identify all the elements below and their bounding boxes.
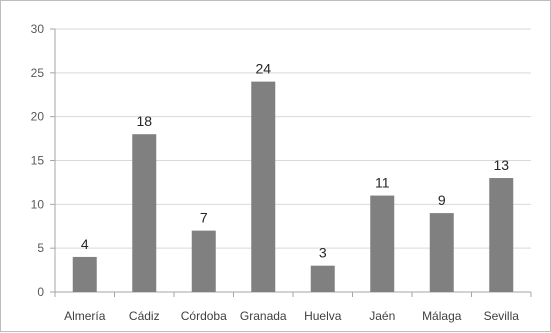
y-tick-label: 5	[37, 241, 44, 255]
bar	[370, 195, 395, 292]
x-tick-label: Almería	[64, 309, 106, 323]
y-tick-label: 15	[31, 154, 45, 168]
data-label: 4	[81, 236, 89, 252]
x-tick-label: Huelva	[304, 309, 342, 323]
y-tick-label: 25	[31, 66, 45, 80]
y-tick-label: 10	[31, 197, 45, 211]
x-tick-label: Granada	[240, 309, 287, 323]
x-tick-label: Málaga	[422, 309, 462, 323]
data-label: 7	[200, 210, 208, 226]
bar	[132, 134, 157, 292]
data-label: 9	[438, 192, 446, 208]
bar	[429, 213, 454, 292]
bar	[310, 265, 335, 292]
x-tick-label: Sevilla	[484, 309, 520, 323]
bar	[251, 81, 276, 292]
data-label: 11	[375, 175, 390, 191]
y-tick-label: 30	[31, 22, 45, 36]
data-label: 18	[136, 113, 152, 129]
data-label: 24	[255, 61, 271, 77]
bar	[72, 256, 97, 292]
y-tick-label: 20	[31, 110, 45, 124]
y-tick-label: 0	[37, 285, 44, 299]
bar	[489, 178, 514, 292]
x-tick-label: Cádiz	[129, 309, 160, 323]
bar	[191, 230, 216, 292]
data-label: 13	[493, 157, 509, 173]
x-tick-label: Jaén	[369, 309, 395, 323]
x-tick-label: Córdoba	[181, 309, 227, 323]
data-label: 3	[319, 245, 327, 261]
